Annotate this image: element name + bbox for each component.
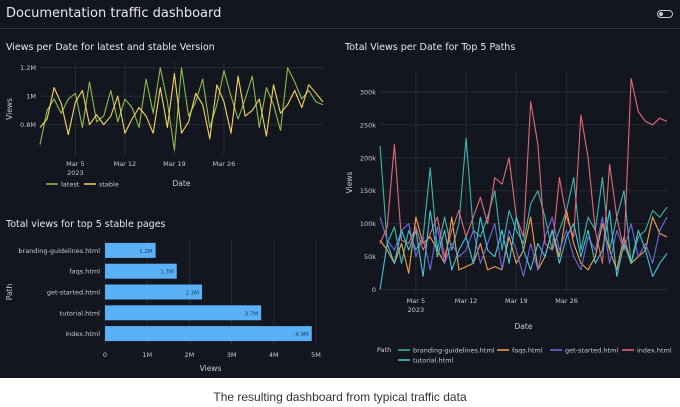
x-tick-label: Mar 19 <box>505 297 528 305</box>
stable-pages-chart-title: Total views for top 5 stable pages <box>6 219 166 230</box>
title-bar: Documentation traffic dashboard <box>0 0 680 28</box>
legend-label: index.html <box>637 347 672 355</box>
y-tick-label: 100k <box>360 220 376 228</box>
x-tick-label: Mar 26 <box>213 160 236 168</box>
x-tick-label: 3M <box>227 351 237 359</box>
bar-data-label: 4.9M <box>295 332 309 338</box>
y-axis-label: Views <box>5 98 14 120</box>
x-tick-label: 4M <box>269 351 279 359</box>
bar-tutorial-html <box>105 305 262 321</box>
y-tick-label: 50k <box>364 253 376 261</box>
y-tick-label: 0.8M <box>20 121 36 129</box>
y-axis-label: Views <box>345 172 354 194</box>
x-tick-label: 2M <box>185 351 195 359</box>
series-line-stable <box>39 72 324 140</box>
y-tick-label: 300k <box>360 88 376 96</box>
bar-branding-guidelines-html <box>105 242 156 258</box>
theme-toggle[interactable] <box>657 10 673 18</box>
x-tick-label: 5M <box>311 351 321 359</box>
y-tick-label: 200k <box>360 154 376 162</box>
bar-data-label: 1.7M <box>160 270 174 276</box>
y-tick-label: faqs.html <box>69 268 100 276</box>
bar-data-label: 3.7M <box>245 311 259 317</box>
top-paths-chart-title: Total Views per Date for Top 5 Paths <box>345 42 516 53</box>
dashboard: Documentation traffic dashboard Views pe… <box>0 0 680 378</box>
y-tick-label: get-started.html <box>47 289 100 297</box>
y-axis-label: Path <box>5 284 14 301</box>
y-tick-label: index.html <box>65 330 100 338</box>
bar-index-html <box>105 326 312 342</box>
legend-label: faqs.html <box>512 347 543 355</box>
x-axis-label: Date <box>515 322 533 331</box>
title-divider <box>0 28 680 29</box>
x-tick-label: Mar 5 <box>407 297 425 305</box>
x-axis-label: Date <box>173 179 191 188</box>
toggle-knob-icon <box>659 12 663 16</box>
series-line-get-started-html <box>379 216 668 278</box>
x-axis-label: Views <box>200 364 222 373</box>
legend-title: Path <box>377 346 391 354</box>
series-line-latest <box>39 67 324 151</box>
y-tick-label: 1.2M <box>20 64 36 72</box>
bar-get-started-html <box>105 284 203 300</box>
legend-label-latest: latest <box>61 181 80 189</box>
legend-label: tutorial.html <box>413 357 454 365</box>
bar-faqs-html <box>105 263 177 279</box>
x-tick-label: Mar 19 <box>163 160 186 168</box>
series-line-tutorial-html <box>379 209 668 290</box>
x-tick-label: Mar 26 <box>555 297 578 305</box>
y-tick-label: 1M <box>26 93 36 101</box>
series-line-index-html <box>379 78 668 264</box>
y-tick-label: branding-guidelines.html <box>18 247 100 255</box>
x-tick-label: 0 <box>103 351 107 359</box>
version-chart-title: Views per Date for latest and stable Ver… <box>6 42 215 53</box>
y-tick-label: 150k <box>360 187 376 195</box>
legend-label-stable: stable <box>99 181 119 189</box>
series-line-branding-guidelines-html <box>379 137 668 264</box>
x-tick-label: 1M <box>142 351 152 359</box>
bar-data-label: 1.2M <box>139 249 153 255</box>
bar-data-label: 2.3M <box>186 291 200 297</box>
y-tick-label: 250k <box>360 121 376 129</box>
app-title: Documentation traffic dashboard <box>6 6 222 21</box>
figure-caption: The resulting dashboard from typical tra… <box>213 390 467 404</box>
y-tick-label: 0 <box>372 286 376 294</box>
x-tick-sublabel: 2023 <box>408 306 425 314</box>
x-tick-label: Mar 12 <box>114 160 137 168</box>
y-tick-label: tutorial.html <box>60 309 101 317</box>
legend-label: branding-guidelines.html <box>413 347 495 355</box>
legend-label: get-started.html <box>565 347 618 355</box>
stable-pages-bar-chart: 0 1M 2M 3M 4M 5M 1.2M branding-guidelines.html 1… <box>5 240 321 373</box>
x-tick-label: Mar 5 <box>66 160 84 168</box>
x-tick-sublabel: 2023 <box>67 169 84 177</box>
x-tick-label: Mar 12 <box>455 297 478 305</box>
